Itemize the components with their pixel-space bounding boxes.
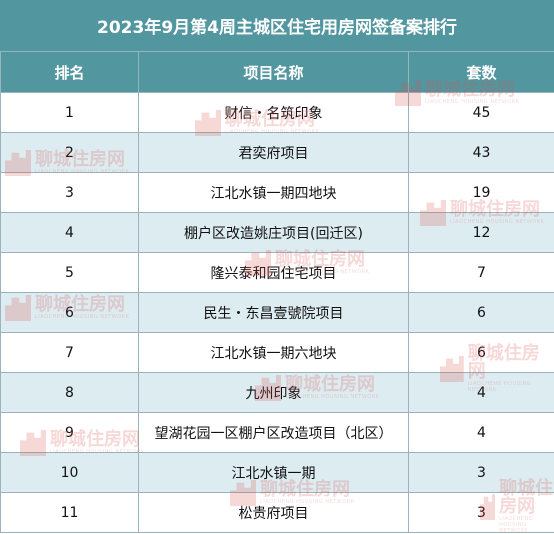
header-rank: 排名 xyxy=(1,52,139,93)
cell-project-name: 民生・东昌壹號院项目 xyxy=(139,293,409,333)
cell-rank: 7 xyxy=(1,333,139,373)
cell-units: 45 xyxy=(409,93,554,133)
cell-project-name: 江北水镇一期 xyxy=(139,453,409,493)
cell-rank: 8 xyxy=(1,373,139,413)
cell-units: 4 xyxy=(409,373,554,413)
cell-project-name: 隆兴泰和园住宅项目 xyxy=(139,253,409,293)
table-header-row: 排名 项目名称 套数 xyxy=(1,52,554,93)
cell-project-name: 九州印象 xyxy=(139,373,409,413)
cell-units: 3 xyxy=(409,493,554,533)
cell-rank: 2 xyxy=(1,133,139,173)
cell-units: 6 xyxy=(409,293,554,333)
cell-rank: 9 xyxy=(1,413,139,453)
cell-project-name: 江北水镇一期四地块 xyxy=(139,173,409,213)
cell-project-name: 松贵府项目 xyxy=(139,493,409,533)
cell-rank: 4 xyxy=(1,213,139,253)
cell-units: 19 xyxy=(409,173,554,213)
cell-rank: 11 xyxy=(1,493,139,533)
cell-units: 7 xyxy=(409,253,554,293)
cell-units: 12 xyxy=(409,213,554,253)
cell-project-name: 江北水镇一期六地块 xyxy=(139,333,409,373)
cell-rank: 1 xyxy=(1,93,139,133)
cell-project-name: 君奕府项目 xyxy=(139,133,409,173)
cell-project-name: 望湖花园一区棚户区改造项目（北区） xyxy=(139,413,409,453)
cell-rank: 3 xyxy=(1,173,139,213)
cell-project-name: 棚户区改造姚庄项目(回迁区) xyxy=(139,213,409,253)
cell-units: 4 xyxy=(409,413,554,453)
cell-project-name: 财信・名筑印象 xyxy=(139,93,409,133)
header-project-name: 项目名称 xyxy=(139,52,409,93)
cell-units: 3 xyxy=(409,453,554,493)
cell-rank: 5 xyxy=(1,253,139,293)
header-units: 套数 xyxy=(409,52,554,93)
cell-rank: 6 xyxy=(1,293,139,333)
cell-units: 6 xyxy=(409,333,554,373)
cell-rank: 10 xyxy=(1,453,139,493)
page-title: 2023年9月第4周主城区住宅用房网签备案排行 xyxy=(0,0,554,51)
cell-units: 43 xyxy=(409,133,554,173)
